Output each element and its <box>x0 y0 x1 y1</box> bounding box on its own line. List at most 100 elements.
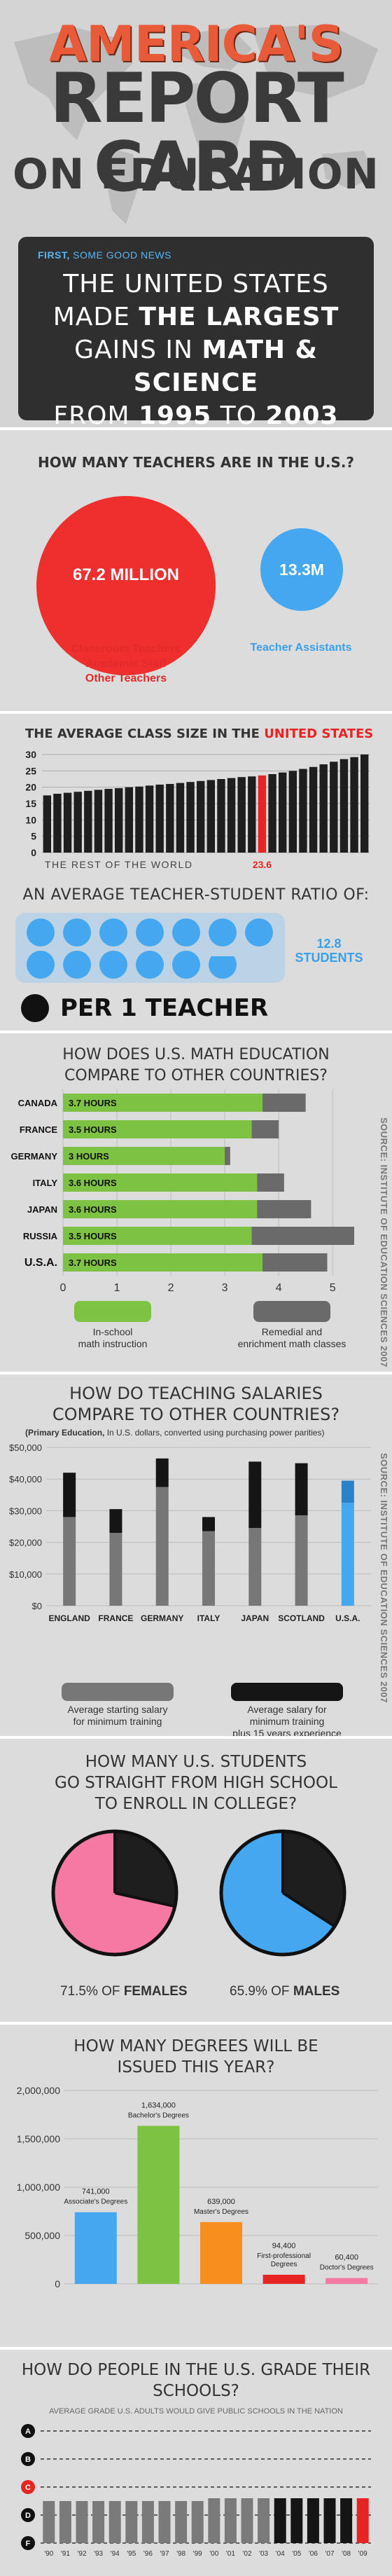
country-label: ENGLAND <box>48 1613 90 1623</box>
starting-salary-bar <box>202 1531 215 1606</box>
grade-bar <box>43 2501 55 2543</box>
starting-salary-bar <box>109 1533 122 1606</box>
country-label: JAPAN <box>241 1613 269 1623</box>
class-size-bar <box>145 785 154 853</box>
class-size-bar <box>74 792 82 853</box>
headline-line: MADE THE LARGEST <box>52 303 340 331</box>
experienced-salary-bar <box>155 1458 169 1487</box>
legend-remedial-swatch <box>253 1301 330 1322</box>
grade-label: D <box>25 2512 31 2520</box>
y-tick-label: $30,000 <box>9 1506 42 1516</box>
degrees-chart: 0 500,000 1,000,000 1,500,000 2,000,000 741,0… <box>17 2085 378 2289</box>
class-size-title: THE AVERAGE CLASS SIZE IN THE UNITED STA… <box>0 726 392 741</box>
teachers-section: HOW MANY TEACHERS ARE IN THE U.S.? 67.2 … <box>0 427 392 711</box>
kicker: FIRST, SOME GOOD NEWS <box>38 249 354 261</box>
male-pct: 65.9% OF <box>230 1984 290 1999</box>
class-size-bar <box>104 789 113 853</box>
legend-remedial-label: Remedial and enrichment math classes <box>218 1326 365 1350</box>
class-size-bar <box>340 759 349 853</box>
math-question-line: COMPARE TO OTHER COUNTRIES? <box>64 1067 328 1084</box>
ratio-unit: STUDENTS <box>295 951 363 965</box>
degree-bar <box>74 2212 117 2284</box>
classroom-teachers-circle: 67.2 MILLION <box>36 496 216 675</box>
math-hours-chart: 0 1 2 3 4 5 3.7 HOURS CANADA 3.5 HOURS FRANCE 3 HO… <box>11 1089 354 1294</box>
grade-label: B <box>25 2456 31 2464</box>
class-size-section: THE AVERAGE CLASS SIZE IN THE UNITED STA… <box>0 711 392 1031</box>
y-tick-label: $40,000 <box>9 1474 42 1485</box>
year-label: '04 <box>276 2550 285 2558</box>
student-dot-icon <box>63 918 91 946</box>
experienced-salary-bar <box>202 1517 215 1531</box>
x-tick-label: 1 <box>114 1282 120 1294</box>
grades-section: HOW DO PEOPLE IN THE U.S. GRADE THEIR SC… <box>0 2347 392 2576</box>
world-map-background <box>14 25 378 224</box>
year-label: '00 <box>209 2550 218 2558</box>
title-line-1: AMERICA'S <box>49 15 344 73</box>
country-label: FRANCE <box>20 1124 57 1135</box>
grade-marker <box>21 2424 35 2438</box>
student-dot-icon <box>136 951 164 979</box>
class-size-bar <box>360 755 369 853</box>
ratio-value: 12.8 STUDENTS <box>287 937 371 965</box>
instruction-value-label: 3.6 HOURS <box>69 1178 117 1188</box>
instruction-value-label: 3 HOURS <box>69 1151 109 1162</box>
grade-label: A <box>25 2427 31 2436</box>
headline: THE UNITED STATES MADE THE LARGEST GAINS I… <box>38 268 354 427</box>
instruction-bar <box>63 1120 252 1138</box>
salaries-subtitle: (Primary Education, In U.S. dollars, con… <box>25 1428 325 1438</box>
degree-bar <box>200 2222 242 2284</box>
x-tick-label: 4 <box>276 1282 282 1294</box>
grades-subtitle: AVERAGE GRADE U.S. ADULTS WOULD GIVE PUB… <box>49 2407 343 2416</box>
student-dot-icon <box>245 918 273 946</box>
degrees-question-line: HOW MANY DEGREES WILL BE <box>74 2037 318 2055</box>
ratio-number: 12.8 <box>316 937 342 951</box>
label-line: Classroom Teachers <box>71 643 181 655</box>
grade-bar <box>241 2498 253 2543</box>
hero-section: AMERICA'S REPORT CARD ON EDUCATION FIRST… <box>0 0 392 427</box>
grade-bar <box>158 2501 171 2543</box>
grade-bar <box>108 2501 121 2543</box>
class-size-title-highlight: UNITED STATES <box>264 726 374 741</box>
female-group: FEMALES <box>123 1984 188 1999</box>
student-dot-icon <box>172 918 200 946</box>
year-label: '06 <box>309 2550 318 2558</box>
usa-class-size-bar <box>258 775 267 853</box>
grade-bar <box>141 2501 154 2543</box>
country-label: SCOTLAND <box>278 1613 325 1623</box>
student-dot-icon <box>27 951 55 979</box>
teachers-question: HOW MANY TEACHERS ARE IN THE U.S.? <box>37 454 355 471</box>
year-label: '90 <box>44 2550 53 2558</box>
country-label: GERMANY <box>11 1151 58 1162</box>
legend-line: Average salary for <box>247 1704 327 1715</box>
instruction-bar <box>63 1147 225 1165</box>
year-label: '94 <box>111 2550 120 2558</box>
y-tick-label: 0 <box>31 847 36 858</box>
grade-bar <box>224 2498 237 2543</box>
year-label: '98 <box>176 2550 186 2558</box>
y-tick-label: 20 <box>25 782 36 793</box>
good-news-box: FIRST, SOME GOOD NEWS THE UNITED STATES M… <box>18 237 374 427</box>
class-size-bar <box>166 784 174 853</box>
kicker-bold: FIRST, <box>38 249 70 261</box>
x-tick-label: 3 <box>222 1282 228 1294</box>
x-tick-label: 2 <box>168 1282 174 1294</box>
legend-line: enrichment math classes <box>237 1338 346 1349</box>
usa-class-size-label: 23.6 <box>253 859 272 870</box>
female-pie-label: 71.5% OF FEMALES <box>60 1984 188 1999</box>
headline-line: THE UNITED STATES <box>63 270 329 298</box>
student-dot-icon <box>209 918 237 946</box>
teacher-assistants-value: 13.3M <box>279 560 324 579</box>
class-size-bar <box>268 774 276 853</box>
x-tick-label: 0 <box>60 1282 66 1294</box>
instruction-bar <box>63 1094 263 1112</box>
country-label: ITALY <box>197 1613 220 1623</box>
instruction-value-label: 3.6 HOURS <box>69 1204 117 1215</box>
pie-divider <box>281 1892 336 1928</box>
salaries-chart: $0 $10,000 $20,000 $30,000 $40,000 $50,000 ENG… <box>9 1442 371 1623</box>
title-line-3: ON EDUCATION <box>13 150 379 199</box>
grade-bar <box>92 2501 105 2543</box>
experienced-salary-bar <box>248 1461 262 1529</box>
college-question: HOW MANY U.S. STUDENTS GO STRAIGHT FROM … <box>0 1751 392 1814</box>
grade-marker <box>21 2480 35 2494</box>
